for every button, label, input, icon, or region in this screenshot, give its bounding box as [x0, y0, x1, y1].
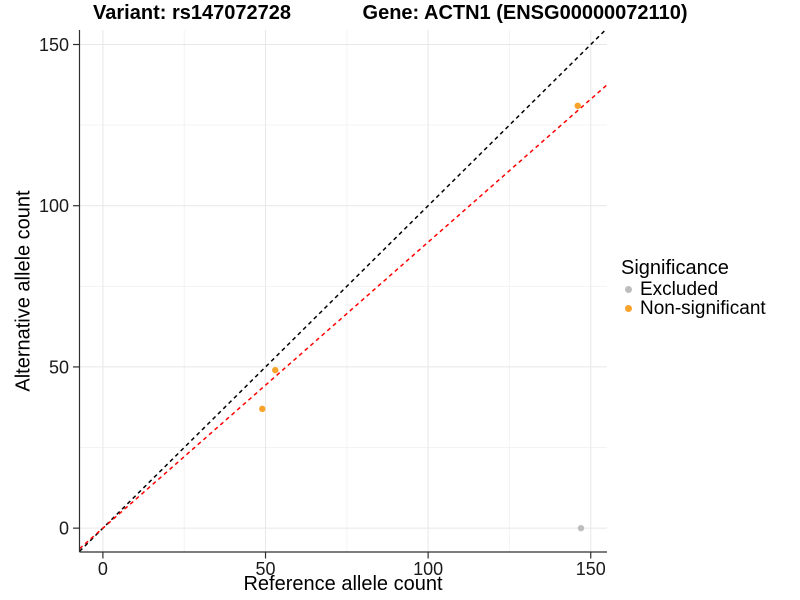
regression-line: [79, 84, 608, 550]
identity-line: [78, 29, 606, 552]
y-tick-label: 150: [39, 35, 69, 55]
x-tick-label: 0: [98, 559, 108, 579]
variant-title: Variant: rs147072728: [93, 2, 291, 24]
y-tick-label: 50: [49, 357, 69, 377]
x-tick-label: 150: [576, 559, 606, 579]
legend-item-label: Non-significant: [640, 297, 766, 319]
legend-title: Significance: [621, 257, 729, 279]
excluded-dot-icon: [625, 286, 632, 293]
x-axis-title: Reference allele count: [243, 573, 443, 595]
data-point-non-significant: [272, 366, 279, 374]
legend-item-label: Excluded: [640, 278, 719, 300]
y-axis-title: Alternative allele count: [12, 190, 35, 392]
data-point-non-significant: [574, 102, 581, 109]
x-tick-label: 50: [256, 559, 276, 579]
non-significant-dot-icon: [625, 305, 632, 312]
legend-item-non-significant: Non-significant: [621, 297, 766, 319]
legend: Significance Excluded Non-significant: [621, 257, 766, 319]
legend-item-excluded: Excluded: [621, 278, 766, 300]
y-tick-label: 0: [59, 519, 69, 539]
data-point-non-significant: [259, 405, 266, 413]
x-tick-label: 100: [413, 559, 443, 579]
data-point-excluded: [577, 524, 585, 532]
y-tick-label: 100: [39, 196, 69, 216]
gene-title: Gene: ACTN1 (ENSG00000072110): [362, 2, 688, 24]
